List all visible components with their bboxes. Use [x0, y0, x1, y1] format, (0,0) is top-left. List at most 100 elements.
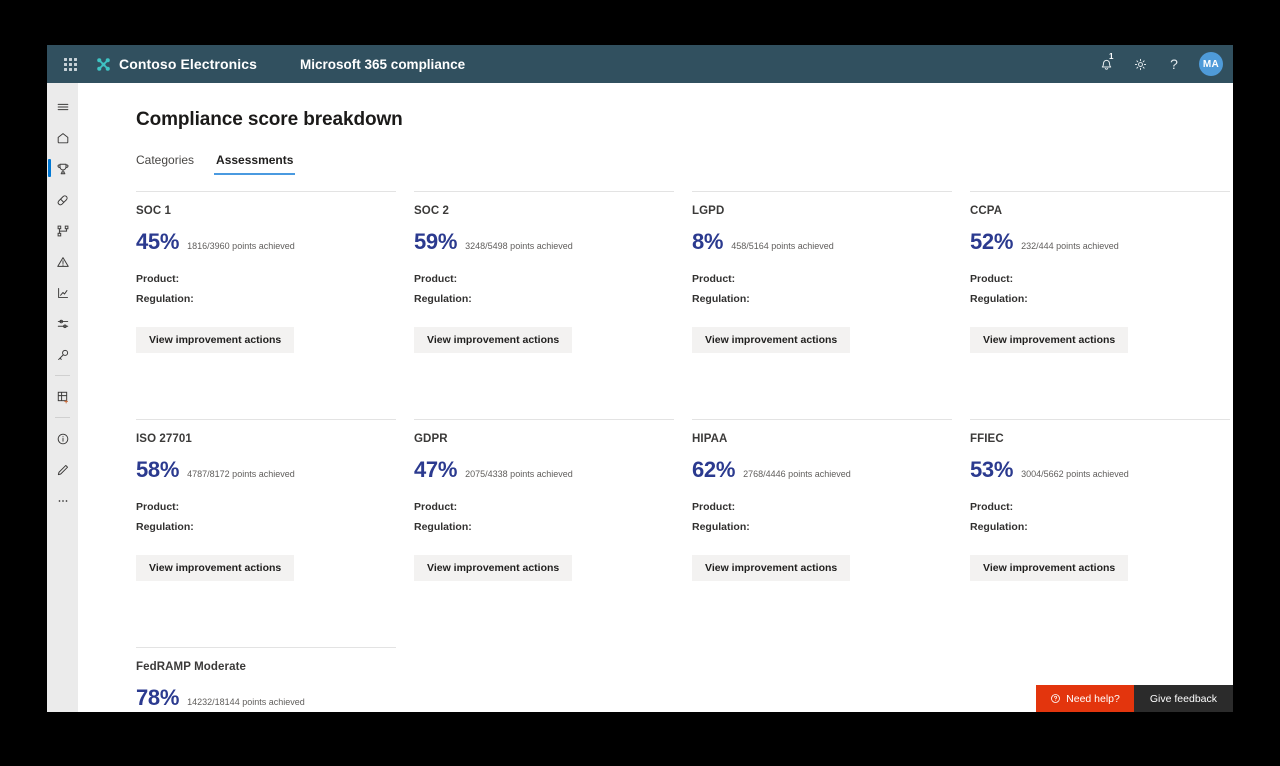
product-label: Product: [414, 501, 458, 513]
app-launcher-icon[interactable] [55, 49, 85, 79]
product-label: Product: [692, 501, 736, 513]
view-improvement-actions-button[interactable]: View improvement actions [692, 555, 851, 581]
sidebar-item-reports[interactable] [47, 277, 78, 308]
score-points: 3248/5498 points achieved [465, 241, 573, 251]
score-points: 2768/4446 points achieved [743, 469, 851, 479]
sidebar-item-data-connectors[interactable] [47, 215, 78, 246]
assessment-card: FFIEC 53% 3004/5662 points achieved Prod… [970, 419, 1230, 647]
card-row: FedRAMP Moderate 78% 14232/18144 points … [136, 647, 1233, 711]
hamburger-menu-icon[interactable] [47, 91, 78, 122]
sidebar-item-compliance-score[interactable] [47, 153, 78, 184]
score-line: 78% 14232/18144 points achieved [136, 685, 396, 711]
tab-assessments[interactable]: Assessments [214, 153, 296, 175]
left-navigation-rail [47, 83, 78, 712]
product-label: Product: [692, 273, 736, 285]
card-row: ISO 27701 58% 4787/8172 points achieved … [136, 419, 1233, 647]
product-label: Product: [970, 501, 1014, 513]
score-points: 3004/5662 points achieved [1021, 469, 1129, 479]
assessment-title: FedRAMP Moderate [136, 661, 247, 673]
card-row: SOC 1 45% 1816/3960 points achieved Prod… [136, 191, 1233, 419]
page-title: Compliance score breakdown [136, 109, 403, 130]
score-percent: 53% [970, 457, 1014, 482]
product-label: Product: [414, 273, 458, 285]
rail-divider [55, 417, 70, 418]
score-points: 458/5164 points achieved [731, 241, 834, 251]
score-line: 59% 3248/5498 points achieved [414, 229, 674, 255]
view-improvement-actions-button[interactable]: View improvement actions [970, 555, 1129, 581]
regulation-label: Regulation: [692, 293, 750, 305]
need-help-label: Need help? [1066, 692, 1120, 705]
score-points: 232/444 points achieved [1021, 241, 1119, 251]
give-feedback-button[interactable]: Give feedback [1133, 685, 1233, 712]
score-line: 8% 458/5164 points achieved [692, 229, 952, 255]
regulation-label: Regulation: [692, 521, 750, 533]
brand-name: Contoso Electronics [119, 56, 258, 72]
topbar-actions: 1 ? MA [1091, 49, 1223, 79]
assessment-card: FedRAMP Moderate 78% 14232/18144 points … [136, 647, 396, 711]
notification-count-badge: 1 [1109, 52, 1114, 61]
assessment-cards-area: SOC 1 45% 1816/3960 points achieved Prod… [136, 191, 1233, 711]
sidebar-item-home[interactable] [47, 122, 78, 153]
help-question-icon[interactable]: ? [1159, 49, 1189, 79]
score-percent: 78% [136, 685, 180, 710]
view-improvement-actions-button[interactable]: View improvement actions [136, 327, 295, 353]
score-percent: 62% [692, 457, 736, 482]
user-avatar[interactable]: MA [1199, 52, 1223, 76]
score-line: 47% 2075/4338 points achieved [414, 457, 674, 483]
regulation-label: Regulation: [414, 521, 472, 533]
app-name-link[interactable]: Microsoft 365 compliance [300, 56, 466, 72]
help-glyph: ? [1170, 56, 1178, 72]
assessment-title: SOC 2 [414, 205, 450, 217]
app-window: Contoso Electronics Microsoft 365 compli… [47, 45, 1233, 712]
product-label: Product: [136, 273, 180, 285]
tab-categories[interactable]: Categories [136, 153, 195, 167]
feedback-bar: Need help? Give feedback [1036, 685, 1233, 712]
regulation-label: Regulation: [136, 521, 194, 533]
view-improvement-actions-button[interactable]: View improvement actions [136, 555, 295, 581]
assessment-card: CCPA 52% 232/444 points achieved Product… [970, 191, 1230, 419]
assessment-title: HIPAA [692, 433, 728, 445]
sidebar-item-alerts[interactable] [47, 246, 78, 277]
assessment-card: SOC 1 45% 1816/3960 points achieved Prod… [136, 191, 396, 419]
sidebar-item-customize[interactable] [47, 454, 78, 485]
assessment-card: SOC 2 59% 3248/5498 points achieved Prod… [414, 191, 674, 419]
tab-bar: Categories Assessments [136, 153, 1233, 175]
top-navigation-bar: Contoso Electronics Microsoft 365 compli… [47, 45, 1233, 83]
assessment-title: SOC 1 [136, 205, 172, 217]
assessment-card: GDPR 47% 2075/4338 points achieved Produ… [414, 419, 674, 647]
assessment-title: LGPD [692, 205, 725, 217]
product-label: Product: [970, 273, 1014, 285]
assessment-title: CCPA [970, 205, 1003, 217]
notifications-bell-icon[interactable]: 1 [1091, 49, 1121, 79]
assessment-title: GDPR [414, 433, 448, 445]
assessment-card: HIPAA 62% 2768/4446 points achieved Prod… [692, 419, 952, 647]
brand-link[interactable]: Contoso Electronics [95, 56, 257, 73]
score-points: 1816/3960 points achieved [187, 241, 295, 251]
sidebar-item-permissions[interactable] [47, 339, 78, 370]
view-improvement-actions-button[interactable]: View improvement actions [970, 327, 1129, 353]
score-percent: 52% [970, 229, 1014, 254]
score-points: 2075/4338 points achieved [465, 469, 573, 479]
main-content: Compliance score breakdown Categories As… [78, 83, 1233, 712]
need-help-button[interactable]: Need help? [1036, 685, 1134, 712]
sidebar-item-more[interactable] [47, 485, 78, 516]
view-improvement-actions-button[interactable]: View improvement actions [414, 555, 573, 581]
score-line: 52% 232/444 points achieved [970, 229, 1230, 255]
sidebar-item-policies[interactable] [47, 308, 78, 339]
settings-gear-icon[interactable] [1125, 49, 1155, 79]
sidebar-item-add-solution[interactable] [47, 381, 78, 412]
rail-divider [55, 375, 70, 376]
body-wrapper: Compliance score breakdown Categories As… [47, 83, 1233, 712]
assessment-card: ISO 27701 58% 4787/8172 points achieved … [136, 419, 396, 647]
contoso-logo-icon [97, 57, 110, 71]
sidebar-item-data-classification[interactable] [47, 184, 78, 215]
sidebar-item-info[interactable] [47, 423, 78, 454]
score-line: 45% 1816/3960 points achieved [136, 229, 396, 255]
score-percent: 47% [414, 457, 458, 482]
view-improvement-actions-button[interactable]: View improvement actions [692, 327, 851, 353]
score-line: 62% 2768/4446 points achieved [692, 457, 952, 483]
score-points: 14232/18144 points achieved [187, 697, 305, 707]
regulation-label: Regulation: [136, 293, 194, 305]
assessment-title: FFIEC [970, 433, 1004, 445]
view-improvement-actions-button[interactable]: View improvement actions [414, 327, 573, 353]
